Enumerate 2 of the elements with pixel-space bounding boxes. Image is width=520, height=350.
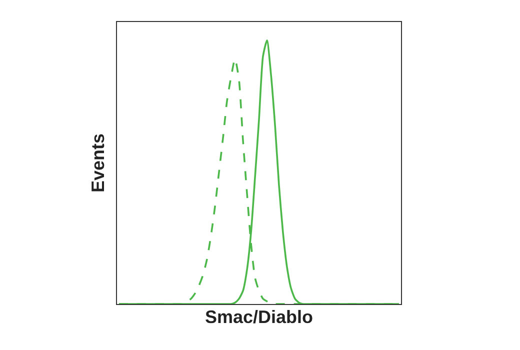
y-axis-title: Events	[88, 133, 108, 193]
x-axis-title: Smac/Diablo	[204, 307, 314, 328]
